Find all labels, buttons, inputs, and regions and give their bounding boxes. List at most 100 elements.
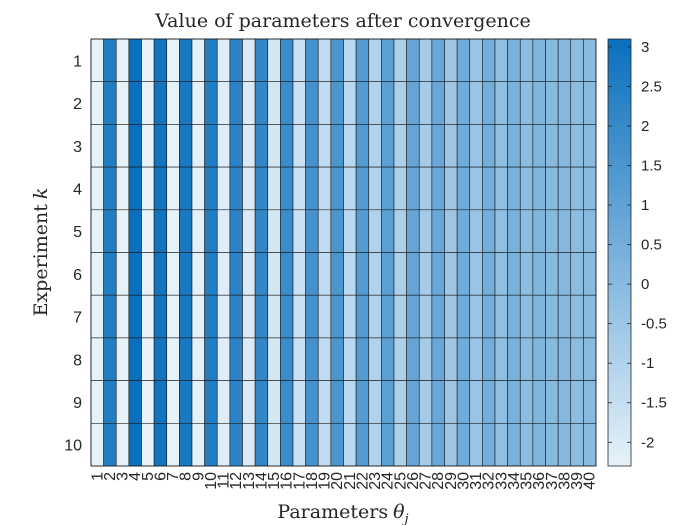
- heatmap-cell: [482, 252, 496, 296]
- heatmap-cell: [343, 294, 357, 339]
- heatmap-cell: [532, 38, 546, 83]
- heatmap-cell: [583, 81, 597, 125]
- heatmap-cell: [482, 380, 496, 424]
- heatmap-cell: [305, 124, 319, 168]
- heatmap-cell: [191, 81, 205, 125]
- heatmap-cell: [103, 209, 117, 253]
- y-tick-label: 3: [73, 139, 82, 156]
- heatmap-cell: [141, 422, 155, 467]
- x-tick-label: 14: [253, 472, 270, 490]
- heatmap-cell: [507, 294, 521, 339]
- heatmap-cell: [166, 166, 180, 211]
- heatmap-cell: [431, 252, 445, 296]
- heatmap-cell: [330, 81, 344, 125]
- heatmap-cell: [381, 124, 395, 168]
- heatmap-cell: [191, 38, 205, 83]
- colorbar-tick-label: 0: [641, 276, 649, 293]
- heatmap-cell: [494, 294, 508, 339]
- heatmap-cell: [90, 294, 104, 339]
- heatmap-cell: [570, 124, 584, 168]
- heatmap-cell: [103, 337, 117, 381]
- heatmap-cell: [368, 81, 382, 125]
- heatmap-cell: [242, 252, 256, 296]
- x-tick-label: 38: [556, 472, 573, 490]
- x-tick-label: 29: [443, 472, 460, 490]
- heatmap-cell: [583, 124, 597, 168]
- heatmap-cell: [166, 294, 180, 339]
- heatmap-cell: [292, 380, 306, 424]
- heatmap-cell: [570, 380, 584, 424]
- heatmap-cell: [204, 81, 218, 125]
- heatmap-cell: [406, 252, 420, 296]
- x-tick-label: 35: [519, 472, 536, 490]
- heatmap-cell: [128, 209, 142, 253]
- heatmap-cell: [153, 337, 168, 381]
- heatmap-cell: [381, 380, 395, 424]
- heatmap-cell: [216, 166, 231, 211]
- x-tick-label: 25: [392, 472, 409, 490]
- heatmap-cell: [90, 81, 104, 125]
- heatmap-cell: [204, 294, 218, 339]
- heatmap-cell: [280, 252, 294, 296]
- heatmap-cell: [305, 337, 319, 381]
- x-tick-label: 28: [430, 472, 447, 490]
- x-tick-label: 17: [291, 472, 308, 490]
- heatmap-cell: [482, 38, 496, 83]
- heatmap-cell: [179, 124, 193, 168]
- heatmap-cell: [179, 209, 193, 253]
- heatmap-cell: [570, 294, 584, 339]
- x-axis-label-text: Parameters: [277, 501, 388, 523]
- y-tick-label: 1: [73, 53, 82, 70]
- heatmap-cell: [444, 38, 458, 83]
- heatmap-cell: [545, 81, 559, 125]
- heatmap-cell: [507, 337, 521, 381]
- heatmap-cell: [141, 252, 155, 296]
- heatmap-cell: [494, 252, 508, 296]
- heatmap-cell: [242, 422, 256, 467]
- heatmap-cell: [103, 81, 117, 125]
- heatmap-cell: [431, 81, 445, 125]
- x-tick-label: 18: [304, 472, 321, 490]
- heatmap-cell: [418, 252, 433, 296]
- heatmap-cell: [368, 124, 382, 168]
- heatmap-cell: [583, 166, 597, 211]
- heatmap-cell: [355, 380, 370, 424]
- heatmap-cell: [280, 38, 294, 83]
- heatmap-cell: [103, 380, 117, 424]
- heatmap-cell: [254, 81, 269, 125]
- heatmap-cell: [229, 124, 243, 168]
- heatmap-cell: [115, 252, 130, 296]
- heatmap-cell: [482, 166, 496, 211]
- heatmap-cell: [317, 209, 332, 253]
- heatmap-cell: [179, 252, 193, 296]
- x-tick-label: 6: [152, 472, 169, 481]
- heatmap-cell: [330, 380, 344, 424]
- heatmap-cell: [482, 337, 496, 381]
- heatmap-cell: [343, 252, 357, 296]
- heatmap-cell: [179, 422, 193, 467]
- heatmap-cell: [141, 209, 155, 253]
- heatmap-cell: [191, 166, 205, 211]
- heatmap-cell: [444, 252, 458, 296]
- heatmap-cell: [545, 124, 559, 168]
- heatmap-cell: [368, 38, 382, 83]
- heatmap-cell: [532, 294, 546, 339]
- heatmap-cell: [330, 422, 344, 467]
- heatmap-cell: [141, 166, 155, 211]
- heatmap-cell: [545, 38, 559, 83]
- heatmap-cell: [242, 81, 256, 125]
- heatmap-cell: [482, 81, 496, 125]
- x-axis-symbol: θ: [393, 501, 405, 523]
- plot-frame: [90, 38, 597, 467]
- heatmap-cell: [90, 337, 104, 381]
- heatmap-cell: [166, 337, 180, 381]
- heatmap-cell: [431, 422, 445, 467]
- heatmap-cell: [583, 294, 597, 339]
- heatmap-cell: [204, 166, 218, 211]
- heatmap-cell: [507, 124, 521, 168]
- heatmap-cell: [406, 124, 420, 168]
- heatmap-cell: [532, 166, 546, 211]
- heatmap-cell: [355, 422, 370, 467]
- y-tick-label: 9: [73, 395, 82, 412]
- heatmap-cell: [90, 209, 104, 253]
